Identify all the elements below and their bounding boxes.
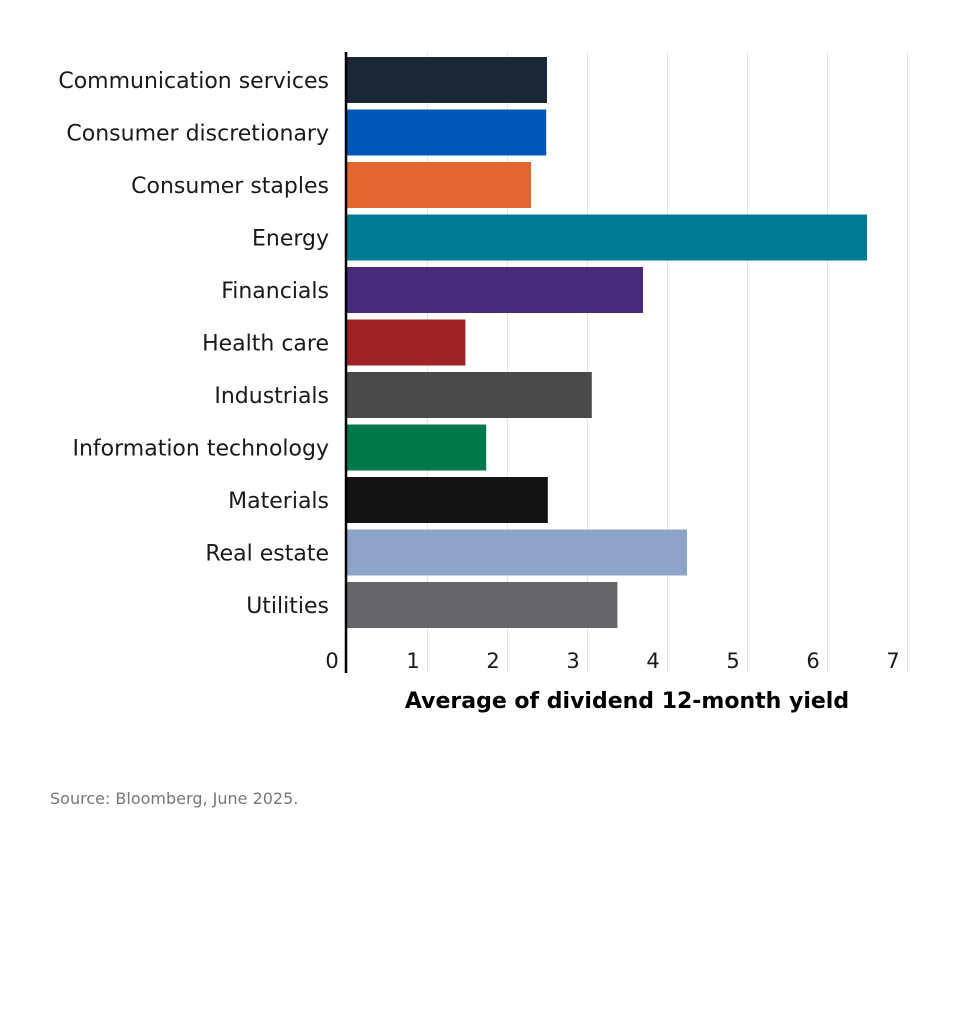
category-label: Real estate [205, 542, 329, 567]
bar [347, 372, 592, 418]
category-labels: Communication services Consumer discretio… [58, 69, 329, 619]
x-tick-label: 5 [726, 649, 739, 673]
category-label: Consumer discretionary [66, 122, 329, 147]
bar [347, 319, 466, 366]
x-tick-label: 7 [886, 649, 899, 673]
x-tick-label: 3 [566, 649, 579, 673]
x-tick-label: 1 [406, 649, 419, 673]
dividend-yield-bar-chart: Communication services Consumer discretio… [58, 52, 908, 714]
x-tick-label: 4 [646, 649, 659, 673]
x-tick-label: 6 [806, 649, 819, 673]
category-label: Consumer staples [131, 174, 329, 199]
source-note: Source: Bloomberg, June 2025. [50, 789, 299, 808]
x-axis-title: Average of dividend 12-month yield [405, 689, 849, 714]
category-label: Utilities [246, 594, 329, 619]
bar [347, 477, 548, 523]
category-label: Health care [202, 332, 329, 357]
category-label: Industrials [214, 384, 329, 409]
bar [347, 582, 618, 628]
bar [347, 424, 487, 471]
bar [347, 57, 547, 103]
category-label: Information technology [72, 437, 329, 462]
bar [347, 162, 531, 208]
category-label: Communication services [58, 69, 329, 94]
category-label: Financials [221, 279, 329, 304]
bar [347, 109, 547, 156]
category-label: Energy [252, 227, 329, 252]
x-tick-labels: 0 1 2 3 4 5 6 7 [325, 649, 899, 673]
x-tick-label: 2 [486, 649, 499, 673]
bars [347, 57, 867, 628]
bar [347, 214, 867, 261]
category-label: Materials [228, 489, 329, 514]
x-tick-label: 0 [325, 649, 338, 673]
bar [347, 267, 643, 313]
bar [347, 529, 687, 576]
